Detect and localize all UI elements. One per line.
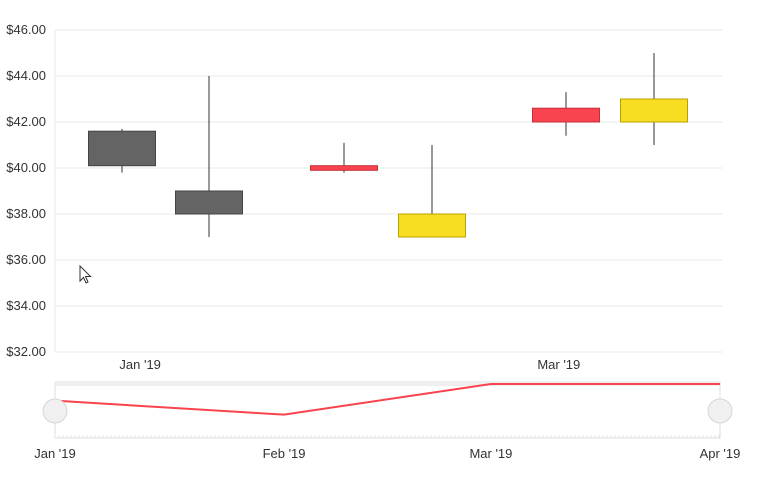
candle-body xyxy=(175,190,243,215)
navigator-frame xyxy=(54,381,721,439)
x-tick-label: Jan '19 xyxy=(119,357,161,372)
candle-body xyxy=(532,107,600,123)
navigator-tick-label: Feb '19 xyxy=(263,446,306,461)
y-tick-label: $32.00 xyxy=(6,344,46,359)
y-tick-label: $40.00 xyxy=(6,160,46,175)
y-axis-labels: $32.00 $34.00 $36.00 $38.00 $40.00 $42.00 $44.… xyxy=(6,22,46,359)
candle xyxy=(175,76,243,237)
navigator-tick-label: Apr '19 xyxy=(700,446,741,461)
y-tick-label: $42.00 xyxy=(6,114,46,129)
candle-body xyxy=(310,165,378,171)
navigator-right-handle[interactable] xyxy=(707,398,733,424)
candle-body xyxy=(88,130,156,167)
y-tick-label: $34.00 xyxy=(6,298,46,313)
candle-body xyxy=(620,98,688,123)
candle xyxy=(620,53,688,145)
y-tick-label: $38.00 xyxy=(6,206,46,221)
navigator-left-handle[interactable] xyxy=(42,398,68,424)
navigator-top-bar xyxy=(55,382,720,386)
y-tick-label: $44.00 xyxy=(6,68,46,83)
candle xyxy=(310,142,378,173)
candle xyxy=(88,128,156,173)
candle-body xyxy=(398,213,466,238)
navigator-series-line xyxy=(54,383,720,416)
mouse-pointer-icon xyxy=(79,265,92,284)
candles-layer xyxy=(88,53,688,238)
candle xyxy=(532,92,600,136)
navigator-tick-label: Jan '19 xyxy=(34,446,76,461)
y-tick-label: $36.00 xyxy=(6,252,46,267)
navigator-tick-label: Mar '19 xyxy=(469,446,512,461)
navigator[interactable]: Jan '19 Feb '19 Mar '19 Apr '19 xyxy=(34,381,741,461)
grid-layer xyxy=(54,29,722,353)
x-tick-label: Mar '19 xyxy=(537,357,580,372)
y-tick-label: $46.00 xyxy=(6,22,46,37)
candle xyxy=(398,145,466,238)
x-axis-labels: Jan '19 Mar '19 xyxy=(119,357,580,372)
